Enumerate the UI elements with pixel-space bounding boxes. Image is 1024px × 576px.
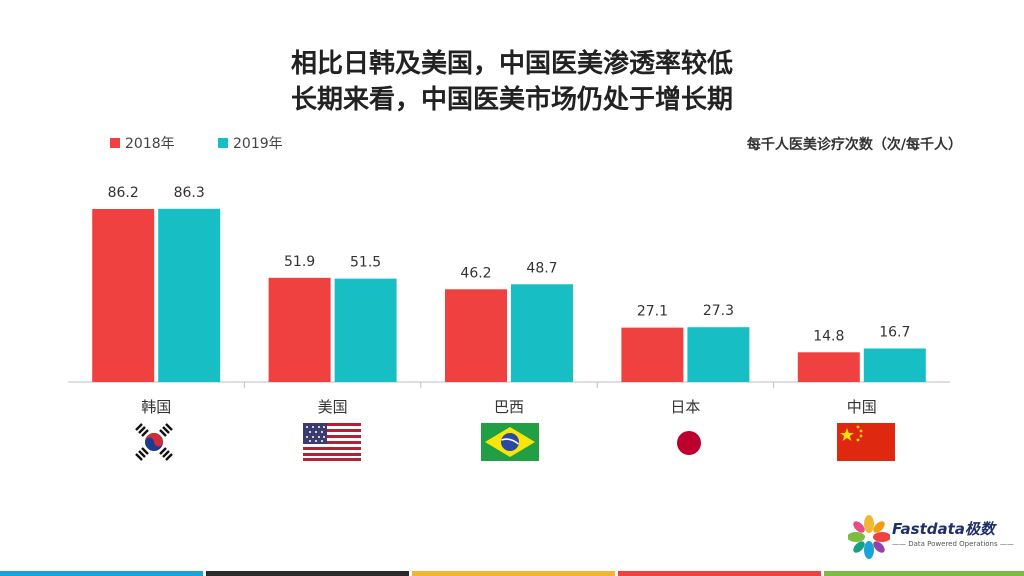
bar-2019-4 bbox=[863, 348, 926, 382]
footer-bar-green bbox=[824, 571, 1024, 576]
category-label: 中国 bbox=[847, 398, 877, 416]
category-label: 美国 bbox=[318, 398, 348, 416]
data-label: 48.7 bbox=[526, 260, 557, 276]
title-line-2: 长期来看，中国医美市场仍处于增长期 bbox=[290, 85, 733, 115]
data-label: 14.8 bbox=[813, 328, 844, 344]
bar-2019-1 bbox=[334, 278, 397, 382]
footer-bar-red bbox=[618, 571, 821, 576]
legend-label-2019: 2019年 bbox=[233, 136, 283, 152]
logo-text: Fastdata极数 bbox=[892, 520, 995, 538]
usa-flag bbox=[303, 423, 361, 465]
chart-title: 相比日韩及美国，中国医美渗透率较低 长期来看，中国医美市场仍处于增长期 bbox=[0, 46, 1024, 118]
data-label: 16.7 bbox=[879, 324, 910, 340]
south-korea-flag bbox=[132, 422, 176, 466]
category-label: 日本 bbox=[670, 398, 700, 416]
bar-2018-1 bbox=[268, 277, 331, 382]
data-label: 27.1 bbox=[637, 304, 668, 320]
legend-item-2018: 2018年 bbox=[110, 133, 175, 153]
legend-swatch-2018 bbox=[110, 138, 120, 148]
brazil-flag bbox=[481, 423, 539, 465]
data-label: 27.3 bbox=[703, 303, 734, 319]
footer-bar-blue bbox=[0, 571, 203, 576]
category-label: 巴西 bbox=[494, 398, 524, 416]
bar-2018-4 bbox=[797, 352, 860, 382]
data-label: 46.2 bbox=[460, 265, 491, 281]
japan-flag bbox=[676, 430, 702, 460]
bar-2019-2 bbox=[511, 284, 573, 382]
logo-tagline: —— Data Powered Operations —— bbox=[892, 540, 1014, 548]
bar-2019-0 bbox=[158, 208, 221, 382]
bar-2018-2 bbox=[445, 289, 507, 382]
bar-2019-3 bbox=[687, 327, 750, 382]
legend-label-2018: 2018年 bbox=[125, 136, 175, 152]
data-label: 51.9 bbox=[284, 254, 315, 270]
footer-bar-yellow bbox=[412, 571, 615, 576]
data-label: 51.5 bbox=[350, 255, 381, 271]
data-label: 86.2 bbox=[108, 185, 139, 201]
logo-flower-icon bbox=[848, 515, 890, 559]
footer-bar-black bbox=[206, 571, 409, 576]
legend-swatch-2019 bbox=[218, 138, 228, 148]
china-flag bbox=[837, 423, 895, 465]
category-label: 韩国 bbox=[141, 398, 171, 416]
unit-label: 每千人医美诊疗次数（次/每千人） bbox=[746, 137, 962, 153]
fastdata-logo: Fastdata极数 —— Data Powered Operations —— bbox=[848, 512, 1014, 562]
bar-2018-3 bbox=[621, 327, 684, 382]
title-line-1: 相比日韩及美国，中国医美渗透率较低 bbox=[290, 49, 733, 79]
bar-chart: 86.2 86.3 韩国 51.9 51.5 美国 46.2 48.7 巴西 27.1 27.3 日本… bbox=[68, 185, 950, 416]
bar-2018-0 bbox=[92, 209, 155, 382]
legend-item-2019: 2019年 bbox=[218, 133, 283, 153]
data-label: 86.3 bbox=[174, 185, 205, 201]
